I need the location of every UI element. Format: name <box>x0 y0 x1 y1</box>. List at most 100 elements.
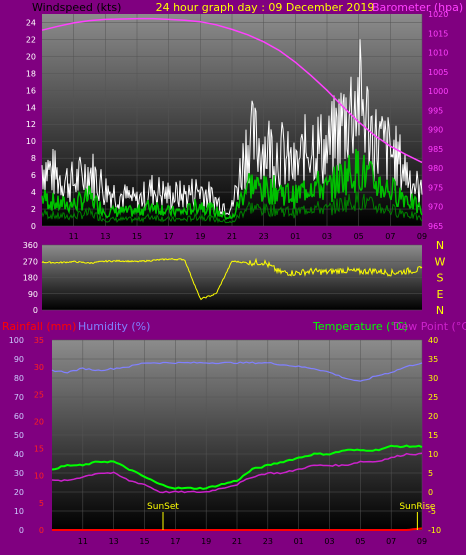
barometer-ytick-label: 1005 <box>428 68 448 77</box>
temp-ytick-label: 40 <box>428 336 438 345</box>
barometer-ytick-label: 995 <box>428 106 443 115</box>
barometer-ytick-label: 980 <box>428 164 443 173</box>
wind-xtick-label: 11 <box>69 232 79 241</box>
wind-xtick-label: 23 <box>259 232 269 241</box>
temp-ytick-label: 5 <box>428 469 433 478</box>
barometer-axis-title: Barometer (hpa) <box>372 1 463 14</box>
graph-title: 24 hour graph day : 09 December 2019 <box>156 1 375 14</box>
barometer-ytick-label: 965 <box>428 222 443 231</box>
humidity-line <box>51 361 423 382</box>
temp-ytick-label: 10 <box>428 450 438 459</box>
wind-xtick-label: 05 <box>354 232 364 241</box>
rain-ytick-label: 20 <box>34 417 44 426</box>
wind-gust-line <box>41 39 423 216</box>
barometer-ytick-label: 975 <box>428 183 443 192</box>
compass-label: N <box>436 239 444 252</box>
temp-ytick-label: -5 <box>428 507 436 516</box>
wind-xtick-label: 01 <box>290 232 300 241</box>
wind-ytick-label: 0 <box>31 222 36 231</box>
wind-ytick-label: 10 <box>26 137 36 146</box>
humidity-ytick-label: 80 <box>14 374 24 383</box>
wind-ytick-label: 8 <box>31 154 36 163</box>
humidity-ytick-label: 50 <box>14 431 24 440</box>
compass-label: W <box>435 255 446 268</box>
wind-average-line <box>41 148 423 221</box>
rain-ytick-label: 0 <box>39 526 44 535</box>
temp-ytick-label: -10 <box>428 526 441 535</box>
wind-xtick-label: 07 <box>385 232 395 241</box>
rain-ytick-label: 15 <box>34 445 44 454</box>
rainfall-line <box>52 527 423 531</box>
humidity-ytick-label: 30 <box>14 469 24 478</box>
dewpoint-axis-title: Dew Point (°C) <box>393 320 466 333</box>
wind-xtick-label: 19 <box>195 232 205 241</box>
wind-ytick-label: 20 <box>26 52 36 61</box>
wind-xtick-label: 21 <box>227 232 237 241</box>
windspeed-axis-title: Windspeed (kts) <box>32 1 121 14</box>
temp-ytick-label: 25 <box>428 393 438 402</box>
temp-xtick-label: 03 <box>324 537 334 546</box>
sun-marker-label: SunRise <box>399 502 436 512</box>
wind-xtick-label: 17 <box>164 232 174 241</box>
humidity-ytick-label: 20 <box>14 488 24 497</box>
direction-ytick-label: 180 <box>23 274 38 283</box>
temp-xtick-label: 05 <box>355 537 365 546</box>
wind-xtick-label: 13 <box>100 232 110 241</box>
temp-ytick-label: 0 <box>428 488 433 497</box>
temp-xtick-label: 19 <box>201 537 211 546</box>
barometer-ytick-label: 1000 <box>428 87 448 96</box>
wind-xtick-label: 15 <box>132 232 142 241</box>
compass-label: N <box>436 304 444 317</box>
wind-ytick-label: 4 <box>31 188 36 197</box>
wind-xtick-label: 09 <box>417 232 427 241</box>
rain-ytick-label: 35 <box>34 336 44 345</box>
humidity-ytick-label: 0 <box>19 526 24 535</box>
sun-marker-label: SunSet <box>147 502 179 512</box>
rain-ytick-label: 5 <box>39 499 44 508</box>
temp-ytick-label: 35 <box>428 355 438 364</box>
wind-ytick-label: 18 <box>26 69 36 78</box>
wind-direction-line <box>41 257 423 301</box>
wind-ytick-label: 22 <box>26 35 36 44</box>
temp-xtick-label: 11 <box>78 537 88 546</box>
rainfall-axis-title: Rainfall (mm) <box>2 320 76 333</box>
humidity-ytick-label: 90 <box>14 355 24 364</box>
humidity-ytick-label: 100 <box>9 336 24 345</box>
wind-low-line <box>41 191 423 224</box>
temperature-axis-title: Temperature (°C) <box>312 320 408 333</box>
temp-xtick-label: 13 <box>109 537 119 546</box>
humidity-ytick-label: 60 <box>14 412 24 421</box>
temp-xtick-label: 17 <box>170 537 180 546</box>
barometer-ytick-label: 970 <box>428 203 443 212</box>
direction-ytick-label: 0 <box>33 306 38 315</box>
wind-ytick-label: 24 <box>26 18 36 27</box>
wind-ytick-label: 16 <box>26 86 36 95</box>
temp-xtick-label: 07 <box>386 537 396 546</box>
humidity-ytick-label: 40 <box>14 450 24 459</box>
direction-ytick-label: 270 <box>23 257 38 266</box>
barometer-ytick-label: 990 <box>428 126 443 135</box>
barometer-ytick-label: 1015 <box>428 29 448 38</box>
barometer-ytick-label: 1020 <box>428 10 448 19</box>
compass-label: S <box>437 272 444 285</box>
wind-ytick-label: 6 <box>31 171 36 180</box>
humidity-ytick-label: 70 <box>14 393 24 402</box>
rain-ytick-label: 25 <box>34 390 44 399</box>
barometer-ytick-label: 1010 <box>428 49 448 58</box>
humidity-axis-title: Humidity (%) <box>78 320 150 333</box>
temp-xtick-label: 23 <box>263 537 273 546</box>
direction-ytick-label: 360 <box>23 241 38 250</box>
temp-ytick-label: 20 <box>428 412 438 421</box>
wind-ytick-label: 2 <box>31 205 36 214</box>
wind-xtick-label: 03 <box>322 232 332 241</box>
rain-ytick-label: 30 <box>34 363 44 372</box>
dewpoint-line <box>51 452 423 494</box>
temp-ytick-label: 30 <box>428 374 438 383</box>
temp-xtick-label: 09 <box>417 537 427 546</box>
temp-xtick-label: 01 <box>294 537 304 546</box>
temp-xtick-label: 21 <box>232 537 242 546</box>
temperature-line <box>51 444 423 490</box>
barometer-line <box>41 17 423 164</box>
wind-ytick-label: 14 <box>26 103 36 112</box>
